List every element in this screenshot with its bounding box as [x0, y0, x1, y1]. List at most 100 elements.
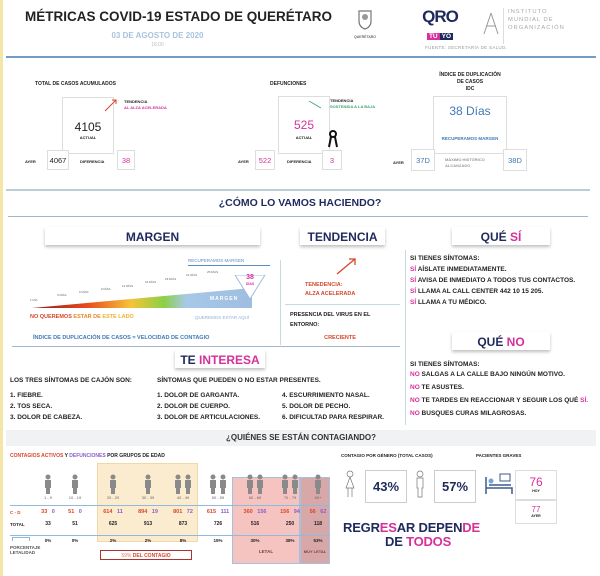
contagion-summary: 59% DEL CONTAGIO — [100, 550, 192, 560]
person-icon — [238, 474, 272, 499]
margin-gradient-bar — [32, 275, 266, 308]
idc-max: 38D — [503, 149, 527, 171]
te-interesa-header: TE INTERESA — [175, 350, 265, 368]
person-icon — [166, 474, 200, 499]
person-icon — [201, 474, 235, 499]
who-title: ¿QUIÉNES SE ESTÁN CONTAGIANDO? — [225, 433, 377, 442]
que-si-header: QUÉ SÍ — [452, 227, 550, 245]
age-label: 10 - 19 — [68, 495, 82, 500]
idc-card — [433, 96, 507, 154]
source-note: FUENTE: SECRETARÍA DE SALUD. — [425, 45, 508, 50]
que-si-item: SÍ AVISA DE INMEDIATO A TODOS TUS CONTAC… — [410, 277, 576, 284]
que-si-item: SÍ AÍSLATE INMEDIATAMENTE. — [410, 266, 507, 273]
person-icon — [273, 474, 307, 499]
other-symptom: 5. DOLOR DE PECHO. — [282, 403, 351, 410]
institute-name: INSTITUTO MUNDIAL DE ORGANIZACIÓN — [508, 9, 565, 31]
idc-value: 38 Días — [449, 104, 491, 118]
que-si-item: SÍ LLAMA A TU MÉDICO. — [410, 299, 487, 306]
trend-up-arrow-icon — [104, 99, 117, 112]
queretaro-logo: QUERÉTARO — [350, 8, 380, 46]
bad-side-label: NO QUEREMOS ESTAR DE ESTE LADO — [30, 314, 134, 320]
who-banner — [6, 430, 596, 446]
age-total: 726 — [213, 521, 223, 527]
other-symptom: 4. ESCURRIMIENTO NASAL. — [282, 392, 370, 399]
report-time: 18:00 — [151, 42, 164, 48]
other-symptom: 6. DIFICULTAD PARA RESPIRAR. — [282, 414, 384, 421]
cases-deaths: 360 156 — [243, 509, 267, 515]
cases-title: TOTAL DE CASOS ACUMULADOS — [35, 81, 116, 87]
recover-arrow-icon — [188, 265, 270, 266]
age-total: 913 — [143, 521, 153, 527]
deaths-value: 525 — [293, 118, 315, 132]
male-percent: 57% — [434, 470, 476, 503]
main-symptom: 3. DOLOR DE CABEZA. — [10, 414, 83, 421]
severe-today: 76 HOY — [515, 470, 557, 500]
institute-logo-icon — [480, 10, 502, 40]
cases-deaths: 615 111 — [206, 509, 230, 515]
qro-tuyo-logo: QRO TÚ YO — [422, 7, 459, 40]
severe-yesterday: 77 AYER — [515, 500, 557, 524]
left-border — [0, 0, 3, 576]
cases-card — [62, 97, 114, 154]
age-label: 20 - 29 — [106, 495, 120, 500]
highlight-lethal — [232, 477, 300, 564]
cases-deaths: 33 0 — [41, 509, 55, 515]
how-title: ¿CÓMO LO VAMOS HACIENDO? — [218, 197, 382, 209]
formula: ÍNDICE DE DUPLICACIÓN DE CASOS = VELOCID… — [33, 335, 210, 341]
age-total: 625 — [108, 521, 118, 527]
other-symptom: 2. DOLOR DE CUERPO. — [157, 403, 230, 410]
lethality-percent: 53% — [313, 538, 323, 543]
age-label: 40 - 49 — [176, 495, 190, 500]
margin-tick: 9 DÍAS — [101, 287, 111, 291]
deaths-title: DEFUNCIONES — [270, 81, 307, 87]
lethality-percent: 38% — [285, 538, 295, 543]
margin-tick: 21 DÍAS — [186, 273, 198, 277]
margen-header: MARGEN — [45, 227, 260, 245]
main-symptom: 2. TOS SECA. — [10, 403, 53, 410]
cases-deaths: 894 19 — [138, 509, 158, 515]
lethality-percent: 2% — [144, 538, 152, 543]
lethality-percent: 0% — [71, 538, 79, 543]
deaths-yesterday: 522 — [255, 150, 275, 170]
trend-up-arrow-icon — [336, 258, 356, 275]
age-total: 51 — [72, 521, 78, 527]
person-icon — [131, 474, 165, 499]
tendencia-header: TENDENCIA — [300, 227, 385, 245]
person-icon — [301, 474, 335, 499]
cases-deaths: 51 0 — [68, 509, 82, 515]
female-percent: 43% — [365, 470, 407, 503]
lethality-percent: 2% — [109, 538, 117, 543]
age-label: 60 - 69 — [248, 495, 262, 500]
trend-down-arrow-icon — [308, 100, 322, 109]
que-no-item: NO BUSQUES CURAS MILAGROSAS. — [410, 410, 527, 417]
other-symptom: 3. DOLOR DE ARTICULACIONES. — [157, 414, 261, 421]
que-no-header: QUÉ NO — [452, 332, 550, 350]
age-label: 1 - 9 — [43, 495, 52, 500]
margin-tick: 3 DÍAS — [57, 293, 67, 297]
age-label: 30 - 39 — [141, 495, 155, 500]
margin-tick: 25 DÍAS — [207, 270, 219, 274]
que-no-item: NO TE TARDES EN REACCIONAR Y SEGUIR LOS … — [410, 397, 589, 404]
deaths-difference: 3 — [322, 150, 342, 170]
age-total: 118 — [313, 521, 323, 527]
cases-deaths: 156 94 — [280, 509, 300, 515]
slogan: REGRESAR DEPENDE DE TODOS — [343, 520, 480, 549]
age-total: 250 — [285, 521, 295, 527]
lethality-percent: 30% — [250, 538, 260, 543]
cases-value: 4105 — [74, 120, 102, 134]
header-divider — [6, 56, 596, 58]
page-title: MÉTRICAS COVID-19 ESTADO DE QUERÉTARO — [25, 9, 333, 24]
que-no-item: NO SALGAS A LA CALLE BAJO NINGÚN MOTIVO. — [410, 371, 565, 378]
age-label: 80+ — [314, 495, 322, 500]
margin-tick: 18 DÍAS — [165, 277, 177, 281]
cases-yesterday: 4067 — [47, 150, 69, 170]
who-subtitle: CONTAGIOS ACTIVOS Y DEFUNCIONES POR GRUP… — [10, 453, 165, 459]
lethality-percent: 15% — [213, 538, 223, 543]
age-total: 873 — [178, 521, 188, 527]
lethality-percent: 0% — [44, 538, 52, 543]
age-total: 33 — [45, 521, 51, 527]
cases-deaths: 614 11 — [103, 509, 123, 515]
idc-title: ÍNDICE DE DUPLICACIÓN DE CASOS IDC — [439, 72, 501, 92]
main-symptom: 1. FIEBRE. — [10, 392, 43, 399]
cases-deaths: 56 62 — [309, 509, 327, 515]
